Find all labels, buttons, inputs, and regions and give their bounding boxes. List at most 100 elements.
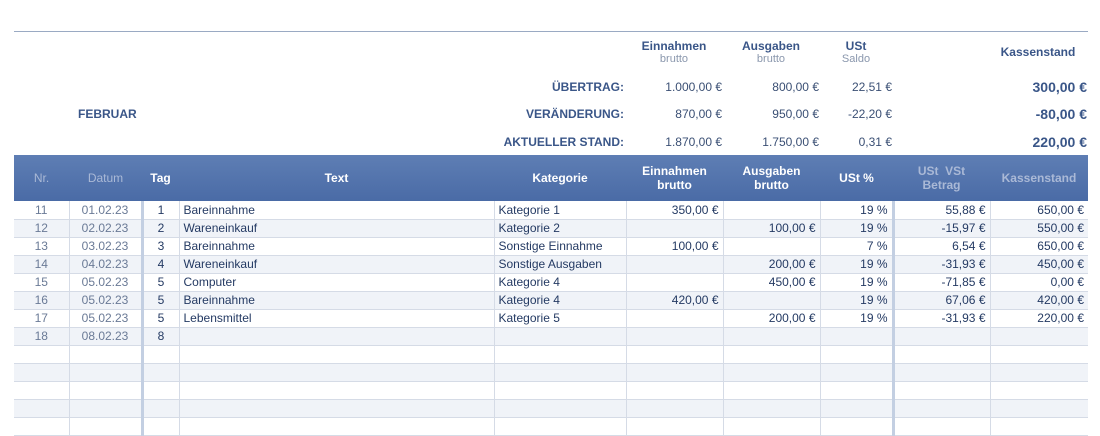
cell-ust-pct[interactable]: [820, 399, 895, 418]
cell-ausgaben[interactable]: [723, 417, 821, 436]
cell-nr[interactable]: 12: [14, 219, 70, 238]
cell-text[interactable]: [179, 345, 495, 364]
cell-nr[interactable]: 18: [14, 327, 70, 346]
cell-betrag[interactable]: [893, 363, 991, 382]
cell-tag[interactable]: 5: [142, 309, 180, 328]
cell-datum[interactable]: [69, 345, 144, 364]
header-text[interactable]: Text: [324, 171, 349, 185]
cell-text[interactable]: Lebensmittel: [179, 309, 495, 328]
cell-text[interactable]: [179, 417, 495, 436]
cell-kategorie[interactable]: [494, 363, 627, 382]
cell-text[interactable]: [179, 399, 495, 418]
cell-kassenstand[interactable]: [990, 399, 1088, 418]
cell-ust-pct[interactable]: 19 %: [820, 201, 895, 220]
cell-kategorie[interactable]: Kategorie 5: [494, 309, 627, 328]
cell-text[interactable]: Computer: [179, 273, 495, 292]
cell-datum[interactable]: 04.02.23: [69, 255, 144, 274]
cell-datum[interactable]: [69, 417, 144, 436]
cell-betrag[interactable]: [893, 417, 991, 436]
cell-betrag[interactable]: -15,97 €: [893, 219, 991, 238]
cell-einnahmen[interactable]: [626, 417, 724, 436]
cell-einnahmen[interactable]: [626, 345, 724, 364]
cell-tag[interactable]: [142, 345, 180, 364]
cell-nr[interactable]: [14, 363, 70, 382]
header-kategorie[interactable]: Kategorie: [532, 171, 588, 185]
cell-datum[interactable]: 01.02.23: [69, 201, 144, 220]
cell-nr[interactable]: [14, 345, 70, 364]
cell-datum[interactable]: 05.02.23: [69, 309, 144, 328]
cell-kassenstand[interactable]: 220,00 €: [990, 309, 1088, 328]
cell-nr[interactable]: 13: [14, 237, 70, 256]
cell-tag[interactable]: 2: [142, 219, 180, 238]
cell-kategorie[interactable]: [494, 327, 627, 346]
cell-kategorie[interactable]: [494, 399, 627, 418]
cell-kategorie[interactable]: Kategorie 2: [494, 219, 627, 238]
cell-einnahmen[interactable]: [626, 381, 724, 400]
cell-kassenstand[interactable]: [990, 363, 1088, 382]
cell-betrag[interactable]: [893, 399, 991, 418]
cell-tag[interactable]: [142, 381, 180, 400]
cell-ausgaben[interactable]: [723, 291, 821, 310]
cell-einnahmen[interactable]: [626, 309, 724, 328]
cell-datum[interactable]: 02.02.23: [69, 219, 144, 238]
cell-text[interactable]: [179, 381, 495, 400]
cell-kategorie[interactable]: Kategorie 4: [494, 291, 627, 310]
cell-ausgaben[interactable]: [723, 327, 821, 346]
cell-ust-pct[interactable]: 19 %: [820, 291, 895, 310]
cell-text[interactable]: [179, 327, 495, 346]
cell-ust-pct[interactable]: 19 %: [820, 219, 895, 238]
cell-tag[interactable]: 5: [142, 291, 180, 310]
cell-tag[interactable]: [142, 363, 180, 382]
cell-datum[interactable]: 05.02.23: [69, 291, 144, 310]
cell-ausgaben[interactable]: [723, 237, 821, 256]
cell-nr[interactable]: 17: [14, 309, 70, 328]
header-kassenstand[interactable]: Kassenstand: [1001, 171, 1077, 185]
cell-kategorie[interactable]: [494, 417, 627, 436]
cell-ust-pct[interactable]: [820, 345, 895, 364]
cell-kassenstand[interactable]: 420,00 €: [990, 291, 1088, 310]
cell-kategorie[interactable]: [494, 345, 627, 364]
cell-einnahmen[interactable]: 420,00 €: [626, 291, 724, 310]
cell-ust-pct[interactable]: 7 %: [820, 237, 895, 256]
cell-nr[interactable]: 14: [14, 255, 70, 274]
cell-text[interactable]: Wareneinkauf: [179, 219, 495, 238]
header-datum[interactable]: Datum: [87, 171, 124, 185]
cell-einnahmen[interactable]: [626, 219, 724, 238]
cell-datum[interactable]: [69, 363, 144, 382]
cell-text[interactable]: Wareneinkauf: [179, 255, 495, 274]
header-einnahmen[interactable]: Einnahmen brutto: [642, 164, 707, 192]
cell-kassenstand[interactable]: 450,00 €: [990, 255, 1088, 274]
cell-text[interactable]: Bareinnahme: [179, 201, 495, 220]
cell-tag[interactable]: [142, 417, 180, 436]
cell-kassenstand[interactable]: 650,00 €: [990, 201, 1088, 220]
header-nr[interactable]: Nr.: [33, 171, 50, 185]
cell-nr[interactable]: 11: [14, 201, 70, 220]
header-tag[interactable]: Tag: [150, 171, 171, 185]
cell-ausgaben[interactable]: [723, 363, 821, 382]
cell-betrag[interactable]: 67,06 €: [893, 291, 991, 310]
cell-ausgaben[interactable]: 200,00 €: [723, 309, 821, 328]
cell-ust-pct[interactable]: [820, 327, 895, 346]
cell-kategorie[interactable]: [494, 381, 627, 400]
cell-datum[interactable]: 03.02.23: [69, 237, 144, 256]
cell-tag[interactable]: 5: [142, 273, 180, 292]
cell-ust-pct[interactable]: 19 %: [820, 255, 895, 274]
cell-betrag[interactable]: -31,93 €: [893, 309, 991, 328]
header-ausgaben[interactable]: Ausgaben brutto: [742, 164, 801, 192]
cell-text[interactable]: Bareinnahme: [179, 291, 495, 310]
cell-kategorie[interactable]: Kategorie 1: [494, 201, 627, 220]
cell-ausgaben[interactable]: 450,00 €: [723, 273, 821, 292]
header-ust-vst-betrag[interactable]: USt VSt Betrag: [917, 164, 966, 192]
cell-ust-pct[interactable]: [820, 417, 895, 436]
cell-ausgaben[interactable]: [723, 399, 821, 418]
cell-einnahmen[interactable]: 100,00 €: [626, 237, 724, 256]
cell-kassenstand[interactable]: [990, 417, 1088, 436]
cell-ust-pct[interactable]: 19 %: [820, 273, 895, 292]
cell-nr[interactable]: [14, 417, 70, 436]
cell-nr[interactable]: [14, 399, 70, 418]
cell-tag[interactable]: 3: [142, 237, 180, 256]
cell-nr[interactable]: 15: [14, 273, 70, 292]
cell-einnahmen[interactable]: [626, 255, 724, 274]
cell-kategorie[interactable]: Sonstige Ausgaben: [494, 255, 627, 274]
cell-ausgaben[interactable]: 200,00 €: [723, 255, 821, 274]
